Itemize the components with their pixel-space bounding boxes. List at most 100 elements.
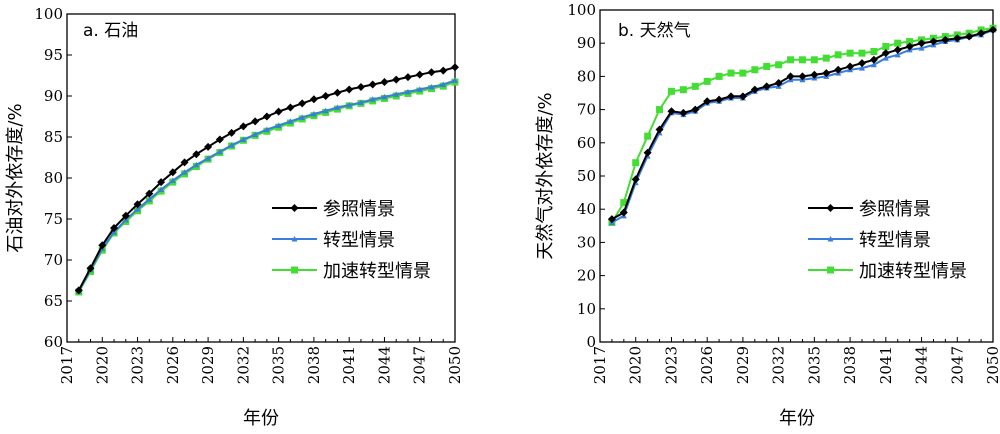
x-axis-label: 年份 [243,408,279,429]
data-point [620,199,628,207]
data-point [291,236,298,242]
panel-title: a. 石油 [83,21,138,41]
data-point [846,62,855,71]
data-point [667,107,676,116]
data-point [240,136,247,142]
data-point [918,45,925,51]
data-point [227,128,236,137]
data-point [941,35,950,44]
series-0 [74,63,459,295]
data-point [727,69,735,77]
data-point [787,56,795,64]
data-point [205,155,212,161]
y-tick-label: 20 [577,267,596,285]
data-point [393,91,400,97]
x-tick-label: 2044 [913,346,931,384]
data-point [859,65,865,71]
data-point [894,39,902,47]
y-tick-label: 100 [567,1,596,19]
data-point [357,99,364,106]
panel-oil: a. 石油 年份 石油对外依存度/% 60 65 70 75 80 85 90 95 100 2… [5,5,464,429]
series-layer [74,63,459,296]
data-point [691,82,699,90]
x-tick-label: 2029 [734,346,752,384]
data-point [451,63,459,72]
data-point [644,132,652,140]
data-point [290,204,299,212]
y-tick-label: 60 [577,134,596,152]
data-point [656,106,664,114]
data-point [750,85,759,94]
data-point [145,189,154,198]
data-point [822,54,830,62]
data-point [989,25,997,34]
data-point [74,286,83,295]
data-point [917,39,926,48]
x-tick-label: 2032 [770,346,788,384]
panel-title: b. 天然气 [618,21,691,41]
y-ticks: 60 65 70 75 80 85 90 95 100 [34,5,72,351]
data-point [619,208,628,217]
data-point [274,107,283,116]
x-tick-label: 2017 [58,346,76,384]
data-point [870,48,878,55]
x-tick-label: 2041 [877,346,895,384]
x-ticks: 2017 2020 2023 2026 2029 2032 2035 2038 2041 2044… [58,337,464,384]
y-tick-label: 85 [44,128,63,146]
data-point [298,99,307,108]
data-point [228,142,235,148]
data-point [239,122,248,131]
series-line [77,79,456,292]
y-tick-label: 70 [44,251,63,269]
x-tick-label: 2041 [340,346,358,384]
x-tick-label: 2017 [591,346,609,384]
data-point [827,236,834,242]
data-point [416,86,423,92]
data-point [870,61,877,68]
data-point [691,105,700,114]
legend-label: 参照情景 [323,199,395,220]
data-point [607,215,616,224]
x-ticks: 2017 2020 2023 2026 2029 2032 2035 2038 2041 2044… [591,337,1000,384]
y-tick-label: 75 [44,210,63,228]
data-point [739,69,747,77]
data-point [334,104,341,110]
data-point [192,150,201,159]
data-point [193,161,200,168]
y-axis-label: 石油对外依存度/% [5,103,26,252]
data-point [345,85,354,94]
data-point [826,204,835,212]
y-axis-label: 天然气对外依存度/% [535,92,556,259]
x-tick-label: 2044 [375,346,393,384]
x-tick-label: 2047 [948,346,966,384]
data-point [392,75,401,84]
data-point [810,70,819,79]
legend-label: 转型情景 [859,230,931,251]
data-point [121,211,130,220]
data-point [356,82,365,91]
data-point [953,34,962,43]
y-tick-label: 80 [44,169,63,187]
data-point [403,73,412,82]
series-layer [607,24,997,226]
data-point [439,66,448,75]
data-point [322,107,329,114]
plot-frame [66,13,456,343]
data-point [204,142,213,151]
series-1 [75,77,458,294]
y-tick-label: 90 [44,87,63,105]
data-point [275,122,282,129]
data-point [834,65,843,74]
data-point [882,43,890,51]
y-tick-label: 30 [577,233,596,251]
data-point [905,42,914,51]
data-point [146,196,153,202]
data-point [827,266,834,274]
data-point [751,66,759,74]
y-tick-label: 90 [577,34,596,52]
y-tick-label: 95 [44,46,63,64]
x-tick-label: 2035 [805,346,823,384]
x-tick-label: 2038 [305,346,323,384]
data-point [428,83,435,90]
